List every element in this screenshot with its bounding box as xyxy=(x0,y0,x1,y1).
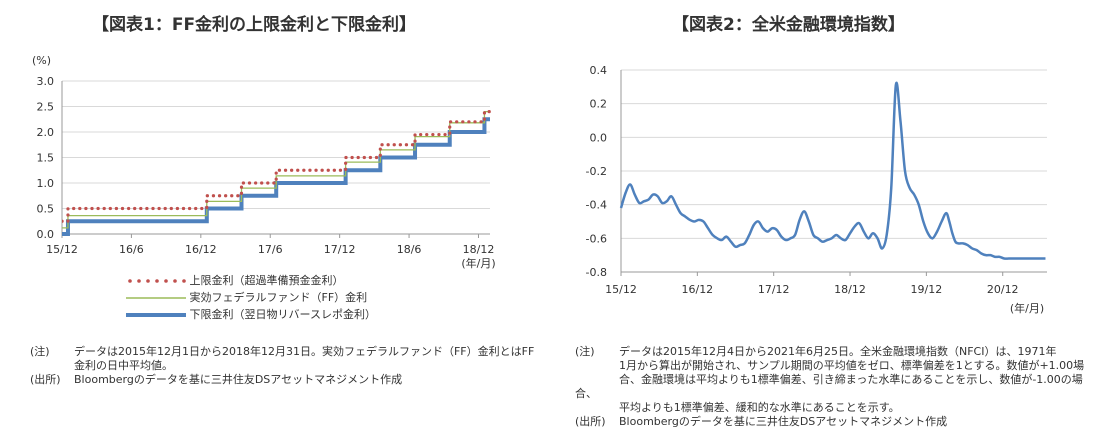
x-tick-label: 15/12 xyxy=(46,243,78,256)
x-tick-label: 16/12 xyxy=(681,283,713,296)
x-tick-label: 17/12 xyxy=(758,283,790,296)
chart2-note-1: (注) データは2015年12月4日から2021年6月25日。全米金融環境指数（N… xyxy=(575,345,1057,358)
x-tick-label: 20/12 xyxy=(987,283,1019,296)
chart2-title: 【図表2：全米金融環境指数】 xyxy=(672,15,905,35)
legend-upper-label: 上限金利（超過準備預金金利） xyxy=(189,274,344,287)
chart2-note-1c: 合、金融環境は平均よりも1標準偏差、引き締まった水準にあることを示し、数値が-1… xyxy=(575,373,1083,400)
chart2-note-1d: 平均よりも1標準偏差、緩和的な水準にあることを示す。 xyxy=(619,401,900,414)
y-tick-label: -0.2 xyxy=(586,165,607,178)
legend-lower: 下限金利（翌日物リバースレポ金利） xyxy=(126,306,376,322)
x-unit-label: (年/月) xyxy=(1010,301,1044,315)
y-tick-label: 3.0 xyxy=(37,75,55,88)
y-tick-label: -0.8 xyxy=(586,266,607,279)
x-tick-label: 17/12 xyxy=(324,243,356,256)
x-tick-label: 18/6 xyxy=(397,243,422,256)
y-tick-label: 0.5 xyxy=(37,203,55,216)
series-upper-line xyxy=(62,110,492,223)
legend-effective-label: 実効フェデラルファンド（FF）金利 xyxy=(189,291,368,304)
chart1-note-1: (注) データは2015年12月1日から2018年12月31日。実効フェデラルファ… xyxy=(30,345,535,358)
x-tick-label: 18/12 xyxy=(463,243,495,256)
chart2-notes: (注) データは2015年12月4日から2021年6月25日。全米金融環境指数（N… xyxy=(575,345,1095,429)
chart1-note-2: (出所) Bloombergのデータを基に三井住友DSアセットマネジメント作成 xyxy=(30,373,403,386)
legend-upper: 上限金利（超過準備預金金利） xyxy=(126,272,344,288)
y-tick-label: 1.0 xyxy=(37,177,55,190)
x-tick-label: 16/6 xyxy=(119,243,144,256)
x-tick-label: 16/12 xyxy=(185,243,217,256)
chart1-plot: 0.0 0.5 1.0 1.5 2.0 2.5 3.0 (%) 15/12 16/6 16/12 17… xyxy=(32,54,496,270)
chart1-note-1b: 金利の日中平均値。 xyxy=(74,359,173,372)
y-unit-label: (%) xyxy=(32,54,51,67)
series-nfci-line xyxy=(619,81,1046,260)
legend-effective: 実効フェデラルファンド（FF）金利 xyxy=(126,289,367,305)
y-tick-label: 0.4 xyxy=(590,64,608,77)
chart2-note-2: (出所) Bloombergのデータを基に三井住友DSアセットマネジメント作成 xyxy=(575,415,948,428)
y-tick-label: -0.4 xyxy=(586,199,607,212)
y-tick-label: 1.5 xyxy=(37,152,55,165)
y-tick-label: 0.0 xyxy=(590,131,608,144)
series-effective-line xyxy=(62,110,490,229)
x-tick-label: 17/6 xyxy=(258,243,283,256)
chart2-note-1b: 1月から算出が開始され、サンプル期間の平均値をゼロ、標準偏差を1とする。数値が+… xyxy=(619,359,1085,372)
legend-lower-label: 下限金利（翌日物リバースレポ金利） xyxy=(189,308,376,321)
x-tick-label: 18/12 xyxy=(834,283,866,296)
chart2-plot: 0.4 0.2 0.0 -0.2 -0.4 -0.6 -0.8 15/12 16/12 17/12… xyxy=(586,64,1047,315)
y-tick-label: -0.6 xyxy=(586,232,607,245)
x-unit-label: (年/月) xyxy=(461,256,495,270)
y-tick-label: 0.0 xyxy=(37,228,55,241)
y-tick-label: 2.0 xyxy=(37,126,55,139)
x-tick-label: 15/12 xyxy=(605,283,637,296)
y-tick-label: 0.2 xyxy=(590,98,608,111)
y-tick-label: 2.5 xyxy=(37,101,55,114)
x-tick-label: 19/12 xyxy=(911,283,943,296)
chart1-notes: (注) データは2015年12月1日から2018年12月31日。実効フェデラルファ… xyxy=(30,345,550,387)
chart1-title: 【図表1：FF金利の上限金利と下限金利】 xyxy=(92,15,417,35)
